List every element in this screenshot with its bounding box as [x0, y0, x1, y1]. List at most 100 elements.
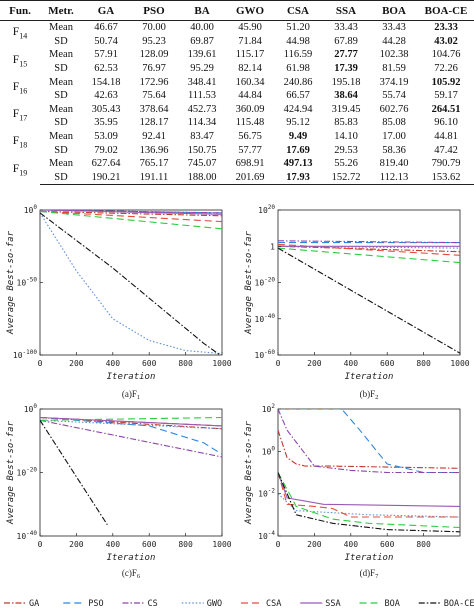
value-cell: 153.62: [418, 170, 474, 186]
metric-cell: Mean: [49, 103, 73, 115]
y-tick-exponent: 20: [268, 204, 276, 211]
value-cell: 44.98: [286, 35, 310, 47]
x-tick-label: 1000: [212, 540, 231, 549]
panel-caption-main: (a)F: [122, 389, 137, 399]
value-cell: 44.28: [382, 35, 406, 47]
header-pso: PSO: [130, 0, 178, 21]
table-row: F19 Mean 627.64 765.17 745.07 698.91 497.13 55.…: [0, 157, 474, 177]
y-axis-label: Average Best-so-far: [6, 230, 16, 335]
value-cell: 57.91: [94, 49, 118, 61]
table-row: F15 Mean 57.91 128.09 139.61 115.17 116.59 27.7…: [0, 48, 474, 67]
series-line-pso: [40, 416, 222, 455]
value-cell: 81.59: [382, 63, 406, 75]
y-tick-label: 10-20: [17, 467, 38, 478]
y-tick-base: 1: [270, 242, 275, 251]
function-index: 15: [19, 58, 28, 68]
series-line-cs: [278, 240, 460, 244]
header-csa: CSA: [274, 0, 322, 21]
value-cell: 71.84: [238, 35, 262, 47]
value-cell: 61.98: [286, 63, 310, 75]
value-cell: 96.10: [434, 117, 458, 129]
series-line-csa: [278, 472, 460, 518]
y-tick-base: 10: [13, 351, 23, 360]
series-line-ga: [278, 245, 460, 253]
function-index: 17: [19, 113, 28, 123]
panel-caption: (a)F1: [122, 389, 140, 401]
legend: GA PSO CS GWO CSA SSA BOA BOA-CE: [4, 599, 474, 609]
series-line-csa: [278, 243, 460, 256]
table-row: SD 79.02 136.96 150.75 57.77 17.69 29.53 58.36 4…: [0, 143, 474, 157]
legend-label: PSO: [88, 599, 103, 609]
value-cell: 95.12: [286, 117, 310, 129]
value-cell: 45.90: [238, 22, 262, 34]
function-name: F18: [0, 130, 40, 157]
table-row: SD 42.63 75.64 111.53 44.84 66.57 38.64 55.74 59…: [0, 89, 474, 103]
y-tick-label: 1: [270, 242, 275, 251]
value-cell: 201.69: [226, 170, 274, 186]
value-cell: 53.09: [94, 131, 118, 143]
header-fun: Fun.: [0, 0, 40, 21]
value-cell: 9.49: [288, 131, 308, 143]
series-line-boa-ce: [278, 472, 460, 533]
plot-area: [277, 209, 461, 356]
panel-caption-sub: 6: [137, 573, 141, 580]
legend-label: CSA: [266, 599, 281, 609]
metric-cell: Mean: [49, 49, 73, 61]
table-row: SD 190.21 191.11 188.00 201.69 17.93 152.72 112…: [0, 170, 474, 186]
value-cell: 360.09: [235, 103, 265, 115]
value-cell: 150.75: [187, 144, 217, 156]
x-tick-label: 800: [416, 540, 431, 549]
y-tick-exponent: -20: [264, 277, 275, 284]
x-tick-label: 200: [69, 540, 84, 549]
series-line-pso: [40, 210, 222, 214]
x-tick-label: 1000: [212, 359, 231, 368]
y-tick-label: 100: [262, 445, 276, 456]
y-tick-exponent: 0: [33, 204, 37, 211]
value-cell: 82.14: [238, 63, 262, 75]
x-tick-label: 400: [344, 540, 359, 549]
panel-caption-main: (c)F: [122, 568, 137, 578]
y-tick-base: 10: [255, 279, 265, 288]
legend-label: GA: [29, 599, 39, 609]
value-cell: 115.17: [235, 49, 265, 61]
y-tick-base: 10: [258, 206, 268, 215]
value-cell: 38.64: [334, 90, 358, 102]
header-ga: GA: [82, 0, 130, 21]
metric-cell: SD: [54, 90, 68, 102]
value-cell: 627.64: [91, 158, 121, 170]
value-cell: 47.42: [434, 144, 458, 156]
y-tick-base: 10: [24, 206, 34, 215]
function-letter: F: [12, 80, 20, 93]
legend-item: BOA-CE: [418, 599, 474, 609]
series-line-boa-ce: [40, 212, 221, 355]
panel-caption-main: (d)F: [360, 568, 376, 578]
y-tick-exponent: -4: [268, 530, 276, 537]
value-cell: 195.18: [331, 76, 361, 88]
y-tick-base: 10: [24, 405, 34, 414]
value-cell: 240.86: [283, 76, 313, 88]
series-line-cs: [278, 409, 460, 474]
y-tick-label: 10-4: [258, 530, 275, 541]
y-tick-exponent: 0: [33, 403, 37, 410]
y-tick-exponent: -40: [26, 530, 37, 537]
x-axis-label: Iteration: [345, 372, 394, 382]
series-line-gwo: [40, 419, 222, 430]
function-name: F14: [0, 21, 40, 49]
legend-item: BOA: [359, 599, 400, 609]
value-cell: 85.08: [382, 117, 406, 129]
y-tick-base: 10: [17, 279, 27, 288]
y-tick-base: 10: [258, 532, 268, 541]
value-cell: 75.64: [142, 90, 166, 102]
series-line-ssa: [40, 210, 222, 215]
header-gwo: GWO: [226, 0, 274, 21]
value-cell: 72.26: [434, 63, 458, 75]
y-tick-base: 10: [258, 490, 268, 499]
legend-item: CSA: [241, 599, 281, 609]
series-line-pso: [278, 409, 460, 474]
value-cell: 17.93: [274, 170, 322, 186]
legend-label: GWO: [207, 599, 222, 609]
function-index: 19: [19, 167, 28, 177]
function-letter: F: [12, 53, 20, 66]
metric-cell: SD: [54, 144, 68, 156]
value-cell: 27.77: [334, 49, 358, 61]
